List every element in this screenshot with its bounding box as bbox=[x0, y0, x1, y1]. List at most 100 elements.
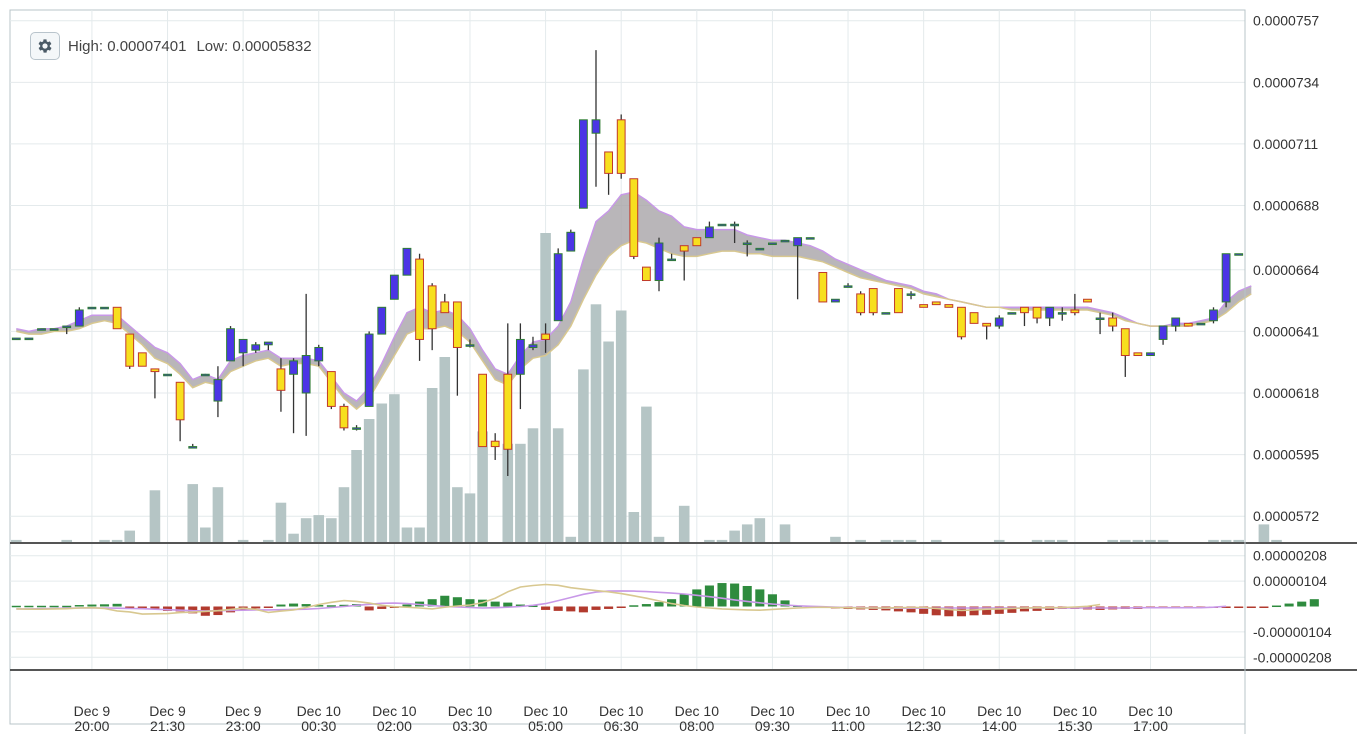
volume-bar bbox=[200, 527, 211, 543]
macd-histogram-bar bbox=[364, 606, 374, 611]
x-tick-label-time: 09:30 bbox=[755, 718, 790, 734]
macd-histogram-bar bbox=[717, 583, 727, 607]
high-value: 0.00007401 bbox=[107, 37, 187, 55]
candle-up bbox=[831, 298, 840, 303]
macd-histogram-bar bbox=[402, 604, 412, 607]
candle-down bbox=[415, 258, 424, 340]
x-tick-label-date: Dec 10 bbox=[675, 703, 720, 719]
x-tick-label-time: 23:00 bbox=[226, 718, 261, 734]
macd-histogram-bar bbox=[528, 605, 538, 608]
candle-up bbox=[11, 337, 21, 341]
x-tick-label-date: Dec 10 bbox=[977, 703, 1022, 719]
chart-axes: 0.0000757 0.0000734 0.0000711 0.0000688 0.00… bbox=[10, 10, 1357, 734]
candle-down bbox=[112, 306, 122, 330]
candle-down bbox=[616, 119, 626, 174]
volume-bar bbox=[288, 533, 299, 543]
volume-bar bbox=[515, 443, 526, 543]
candle-up bbox=[24, 337, 34, 341]
candle-up bbox=[263, 341, 273, 346]
volume-bar bbox=[540, 233, 551, 543]
macd-histogram-bar bbox=[314, 605, 324, 607]
x-tick-label-time: 14:00 bbox=[982, 718, 1017, 734]
volume-bar bbox=[1031, 539, 1043, 543]
candle-up bbox=[742, 242, 752, 246]
macd-histogram-bar bbox=[289, 603, 299, 607]
volume-bar bbox=[401, 527, 413, 543]
volume-bar bbox=[641, 406, 652, 543]
volume-bar bbox=[1145, 539, 1156, 543]
y-tick-label: 0.0000711 bbox=[1253, 136, 1318, 152]
macd-histogram-bar bbox=[654, 602, 664, 607]
candle-down bbox=[982, 322, 992, 327]
x-tick-label-time: 11:00 bbox=[831, 718, 865, 734]
candle-up bbox=[188, 446, 198, 449]
x-tick-label-time: 20:00 bbox=[74, 718, 109, 734]
x-tick-label-date: Dec 10 bbox=[1053, 703, 1098, 719]
candle-down bbox=[150, 368, 160, 373]
candle-down bbox=[931, 301, 941, 306]
macd-histogram-bar bbox=[1019, 606, 1030, 612]
candle-down bbox=[919, 304, 929, 308]
macd-histogram-bar bbox=[301, 604, 311, 607]
candle-down bbox=[1183, 322, 1193, 327]
y-tick-label: 0.0000757 bbox=[1253, 13, 1319, 29]
macd-histogram-bar bbox=[452, 597, 462, 607]
macd-y-tick-label: 0.00000104 bbox=[1253, 573, 1327, 589]
volume-bar bbox=[855, 539, 866, 543]
candle-up bbox=[1095, 317, 1105, 321]
macd-histogram-bar bbox=[150, 606, 160, 610]
candle-down bbox=[957, 306, 966, 338]
x-tick-label-date: Dec 10 bbox=[448, 703, 493, 719]
volume-bar bbox=[1220, 539, 1232, 543]
volume-bar bbox=[439, 357, 451, 543]
macd-histogram-bar bbox=[780, 600, 790, 607]
candle-up bbox=[906, 293, 916, 296]
volume-bar bbox=[1119, 539, 1131, 543]
macd-histogram-bar bbox=[326, 605, 336, 607]
candle-down bbox=[944, 304, 954, 308]
low-value: 0.00005832 bbox=[232, 37, 312, 55]
volume-bar bbox=[552, 428, 564, 543]
volume-bar bbox=[11, 539, 22, 543]
macd-histogram-bar bbox=[276, 604, 286, 607]
volume-bar bbox=[338, 487, 350, 543]
macd-histogram-bar bbox=[175, 606, 185, 612]
x-tick-label-date: Dec 10 bbox=[599, 703, 644, 719]
candle-down bbox=[969, 312, 979, 324]
macd-histogram-bar bbox=[755, 589, 765, 607]
candle-down bbox=[1083, 298, 1092, 303]
settings-button[interactable] bbox=[30, 32, 60, 60]
candle-down bbox=[490, 440, 500, 448]
macd-histogram-bar bbox=[1234, 606, 1244, 608]
volume-bar bbox=[565, 536, 577, 543]
x-tick-label-date: Dec 10 bbox=[901, 703, 946, 719]
candle-up bbox=[1171, 317, 1181, 327]
candle-up bbox=[1221, 253, 1231, 303]
candle-down bbox=[1032, 306, 1042, 319]
volume-bar bbox=[893, 539, 904, 543]
volume-bar bbox=[1132, 539, 1144, 543]
macd-histogram-bar bbox=[503, 602, 513, 607]
x-tick-label-date: Dec 10 bbox=[297, 703, 342, 719]
macd-line bbox=[16, 583, 1101, 615]
candle-down bbox=[541, 333, 550, 340]
x-tick-label-time: 03:30 bbox=[452, 718, 487, 734]
candle-down bbox=[818, 271, 828, 303]
x-tick-label-date: Dec 9 bbox=[149, 703, 186, 719]
chart-grid bbox=[9, 9, 1246, 725]
macd-histogram-bar bbox=[1271, 605, 1282, 608]
volume-bar bbox=[527, 428, 539, 543]
macd-histogram-bar bbox=[1007, 606, 1017, 613]
macd-histogram-bar bbox=[1259, 606, 1269, 608]
candle-down bbox=[641, 266, 651, 282]
volume-bar bbox=[1044, 539, 1055, 543]
candle-down bbox=[894, 288, 903, 314]
volume-bar bbox=[61, 539, 73, 543]
macd-histogram-bar bbox=[377, 606, 387, 609]
volume-bar bbox=[653, 536, 665, 543]
candle-down bbox=[604, 151, 614, 174]
candle-up bbox=[1209, 309, 1218, 322]
candle-up bbox=[364, 333, 374, 407]
candle-down bbox=[856, 293, 866, 314]
